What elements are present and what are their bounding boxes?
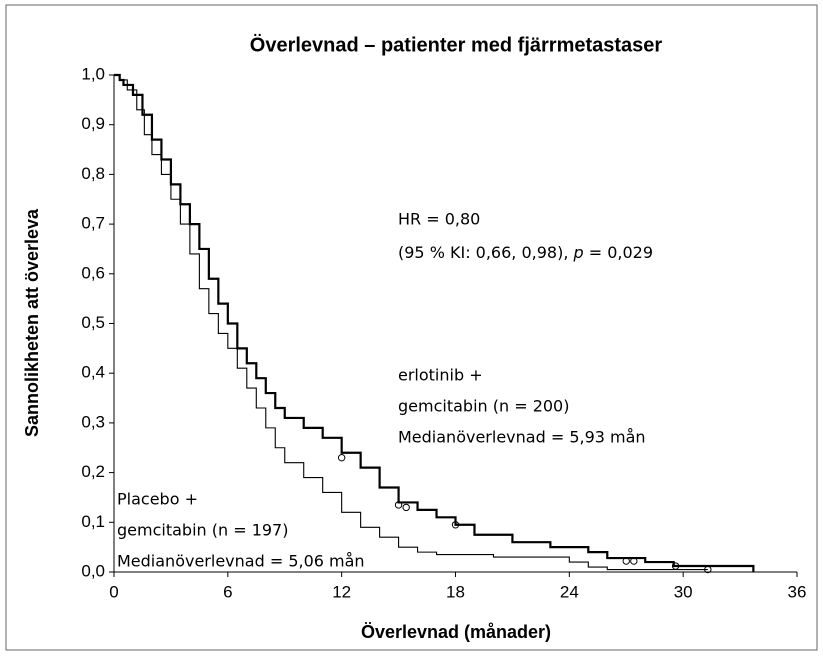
annotation-part: = 0,029 <box>584 243 653 262</box>
annotation-part: p <box>573 243 584 262</box>
censor-mark <box>394 501 403 509</box>
y-tick-label: 0,6 <box>81 263 105 282</box>
annotation: gemcitabin (n = 197) <box>117 521 288 540</box>
x-tick-label: 24 <box>560 582 579 601</box>
y-tick-label: 0,0 <box>81 561 105 580</box>
annotation: erlotinib + <box>398 366 483 385</box>
y-tick-label: 1,0 <box>81 64 105 83</box>
x-tick-label: 18 <box>446 582 465 601</box>
survival-curve <box>114 74 708 571</box>
x-tick-label: 30 <box>674 582 693 601</box>
y-axis-label: Sannolikheten att överleva <box>22 208 42 437</box>
x-tick-label: 12 <box>332 582 351 601</box>
y-tick-label: 0,2 <box>81 462 105 481</box>
censor-mark <box>622 557 630 565</box>
censor-mark <box>451 521 460 529</box>
annotation: HR = 0,80 <box>398 210 480 229</box>
censor-mark <box>337 453 346 462</box>
y-tick-label: 0,8 <box>81 164 105 183</box>
y-tick-label: 0,4 <box>81 363 105 382</box>
annotation: gemcitabin (n = 200) <box>398 397 569 416</box>
annotation: Medianöverlevnad = 5,06 mån <box>117 552 365 571</box>
x-tick-label: 0 <box>109 582 118 601</box>
y-tick-label: 0,5 <box>81 313 105 332</box>
annotation: Placebo + <box>117 490 198 509</box>
frame <box>5 4 818 651</box>
annotation-part: (95 % KI: 0,66, 0,98), <box>398 243 574 262</box>
y-tick-label: 0,7 <box>81 214 105 233</box>
y-tick-label: 0,3 <box>81 412 105 431</box>
censor-mark <box>402 503 410 512</box>
x-axis-label: Överlevnad (månader) <box>361 622 551 642</box>
chart-title: Överlevnad – patienter med fjärrmetastas… <box>250 33 663 56</box>
censor-mark <box>630 557 638 565</box>
survival-curve <box>114 73 755 572</box>
y-tick-label: 0,1 <box>81 512 105 531</box>
x-tick-label: 6 <box>223 582 232 601</box>
y-tick-label: 0,9 <box>81 114 105 133</box>
annotation: (95 % KI: 0,66, 0,98), p = 0,029 <box>398 243 653 262</box>
annotation: Medianöverlevnad = 5,93 mån <box>398 428 646 447</box>
x-tick-label: 36 <box>788 582 807 601</box>
